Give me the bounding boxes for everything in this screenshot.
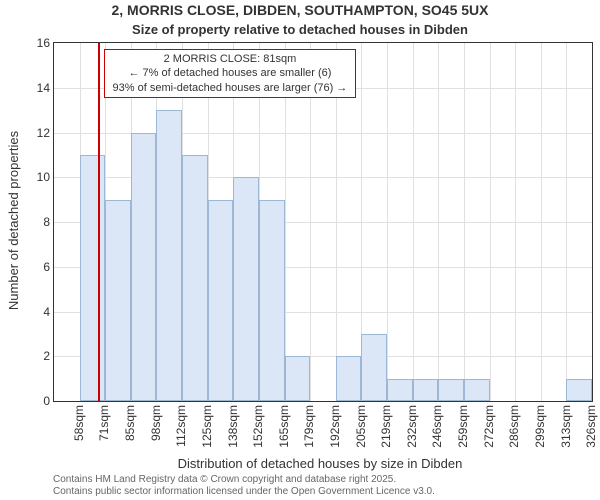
x-tick-label: 313sqm: [559, 405, 573, 453]
attribution-text: Contains HM Land Registry data © Crown c…: [53, 474, 435, 497]
histogram-bar: [156, 110, 182, 401]
histogram-bar: [413, 379, 439, 401]
x-tick-label: 85sqm: [123, 405, 137, 453]
histogram-bar: [336, 356, 362, 401]
y-tick-label: 12: [20, 126, 50, 140]
marker-line: [98, 43, 100, 401]
gridline-v: [490, 43, 491, 401]
histogram-bar: [259, 200, 285, 401]
histogram-bar: [285, 356, 311, 401]
annotation-line-2: ← 7% of detached houses are smaller (6): [113, 66, 348, 80]
y-tick-label: 8: [20, 215, 50, 229]
chart-title: 2, MORRIS CLOSE, DIBDEN, SOUTHAMPTON, SO…: [0, 2, 600, 18]
x-tick-label: 259sqm: [456, 405, 470, 453]
x-tick-label: 272sqm: [482, 405, 496, 453]
gridline-v: [387, 43, 388, 401]
y-tick-label: 6: [20, 260, 50, 274]
x-tick-label: 179sqm: [302, 405, 316, 453]
histogram-bar: [80, 155, 106, 401]
chart-subtitle: Size of property relative to detached ho…: [0, 22, 600, 37]
histogram-bar: [464, 379, 490, 401]
x-tick-label: 58sqm: [72, 405, 86, 453]
histogram-bar: [233, 177, 259, 401]
histogram-bar: [361, 334, 387, 401]
histogram-bar: [387, 379, 413, 401]
gridline-v: [464, 43, 465, 401]
y-tick-label: 14: [20, 81, 50, 95]
x-tick-label: 246sqm: [430, 405, 444, 453]
x-tick-label: 286sqm: [507, 405, 521, 453]
histogram-bar: [438, 379, 464, 401]
gridline-v: [541, 43, 542, 401]
gridline-v: [438, 43, 439, 401]
y-tick-label: 0: [20, 394, 50, 408]
annotation-line-3: 93% of semi-detached houses are larger (…: [113, 81, 348, 95]
y-tick-label: 2: [20, 349, 50, 363]
histogram-bar: [131, 133, 157, 402]
annotation-line-1: 2 MORRIS CLOSE: 81sqm: [113, 52, 348, 66]
histogram-bar: [182, 155, 208, 401]
plot-area: 2 MORRIS CLOSE: 81sqm← 7% of detached ho…: [53, 42, 593, 402]
histogram-bar: [105, 200, 131, 401]
gridline-v: [566, 43, 567, 401]
x-tick-label: 299sqm: [533, 405, 547, 453]
x-axis-label: Distribution of detached houses by size …: [50, 456, 590, 471]
x-tick-label: 152sqm: [251, 405, 265, 453]
x-tick-label: 71sqm: [97, 405, 111, 453]
y-tick-label: 4: [20, 305, 50, 319]
annotation-box: 2 MORRIS CLOSE: 81sqm← 7% of detached ho…: [104, 49, 357, 98]
x-tick-label: 165sqm: [277, 405, 291, 453]
x-tick-label: 326sqm: [584, 405, 598, 453]
y-tick-label: 10: [20, 170, 50, 184]
gridline-v: [515, 43, 516, 401]
x-tick-label: 138sqm: [226, 405, 240, 453]
gridline-v: [413, 43, 414, 401]
x-tick-label: 125sqm: [200, 405, 214, 453]
y-tick-label: 16: [20, 36, 50, 50]
x-tick-label: 219sqm: [379, 405, 393, 453]
x-tick-label: 192sqm: [328, 405, 342, 453]
histogram-bar: [566, 379, 592, 401]
attribution-line-2: Contains public sector information licen…: [53, 486, 435, 498]
x-tick-label: 232sqm: [405, 405, 419, 453]
attribution-line-1: Contains HM Land Registry data © Crown c…: [53, 474, 435, 486]
x-tick-label: 98sqm: [149, 405, 163, 453]
x-tick-label: 205sqm: [354, 405, 368, 453]
histogram-bar: [208, 200, 234, 401]
x-tick-label: 112sqm: [174, 405, 188, 453]
